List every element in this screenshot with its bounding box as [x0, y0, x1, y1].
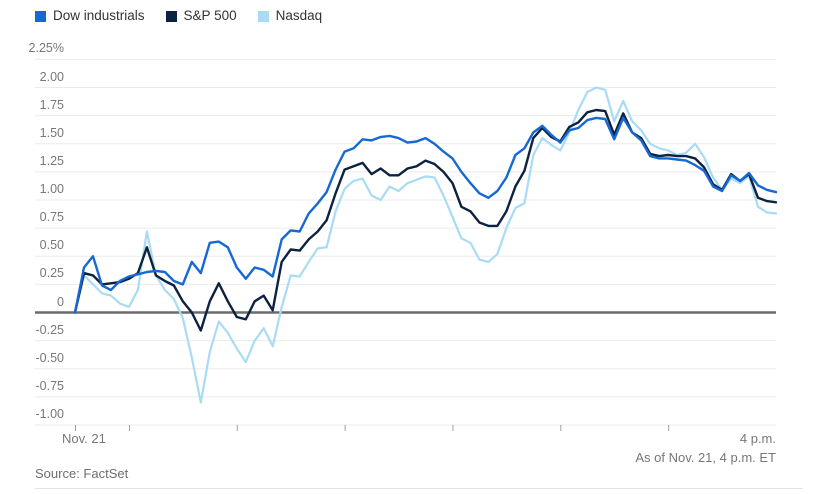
dow-swatch-icon: [35, 10, 46, 22]
y-axis-tick-label: 0.75: [39, 210, 64, 225]
y-axis-tick-label: 0.50: [39, 238, 64, 253]
legend-item-sp500: S&P 500: [165, 8, 237, 24]
legend-label-dow: Dow industrials: [53, 8, 145, 23]
legend-label-nasdaq: Nasdaq: [275, 8, 323, 23]
legend: Dow industrials S&P 500 Nasdaq: [35, 8, 322, 24]
as-of-note: As of Nov. 21, 4 p.m. ET: [635, 450, 776, 465]
y-axis-tick-label: -1.00: [35, 407, 65, 421]
series-line-s-p-500: [73, 108, 778, 332]
y-axis-tick-label: 1.00: [39, 182, 64, 196]
y-axis-tick-label: -0.25: [35, 322, 65, 337]
y-axis-tick-label: 1.75: [39, 97, 64, 112]
x-axis-end-label: 4 p.m.: [739, 431, 776, 446]
series-line-dow-industrials: [73, 116, 778, 314]
y-axis-tick-label: 0.25: [39, 266, 64, 281]
y-axis-tick-label: 0: [57, 294, 64, 309]
y-axis-tick-label: 1.25: [39, 153, 64, 168]
legend-item-nasdaq: Nasdaq: [257, 8, 323, 24]
legend-item-dow: Dow industrials: [35, 8, 145, 24]
y-axis-tick-label: -0.75: [35, 378, 65, 393]
x-axis-start-label: Nov. 21: [62, 431, 106, 446]
sp500-swatch-icon: [165, 10, 177, 22]
series-line-nasdaq: [73, 86, 778, 404]
y-axis-tick-label: 2.00: [39, 69, 64, 84]
bottom-divider: [35, 488, 803, 489]
y-axis-tick-label: 1.50: [39, 125, 64, 140]
legend-label-sp500: S&P 500: [183, 8, 237, 23]
nasdaq-swatch-icon: [257, 10, 269, 22]
source-note: Source: FactSet: [35, 466, 129, 481]
y-axis-tick-label: -0.50: [35, 350, 65, 365]
y-axis-tick-label: 2.25%: [28, 41, 64, 56]
